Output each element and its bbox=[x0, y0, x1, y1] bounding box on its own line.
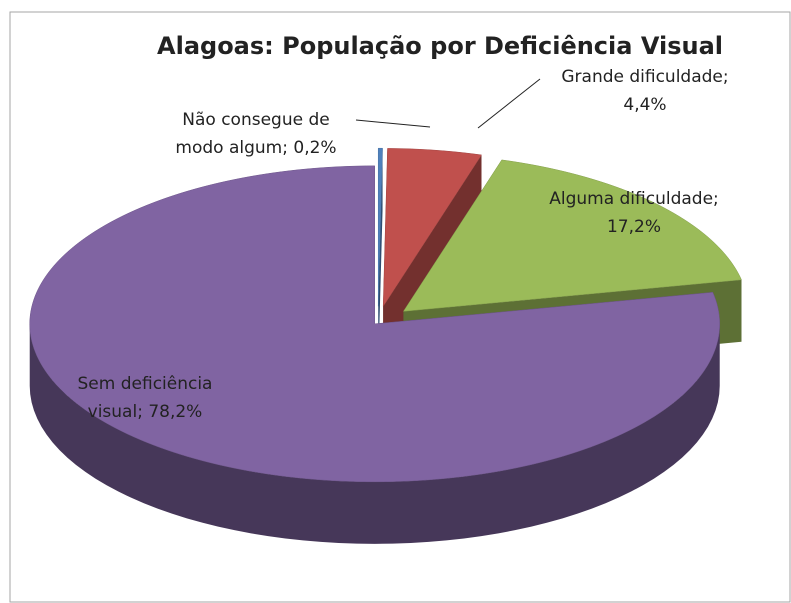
data-label-line: Grande dificuldade; bbox=[561, 67, 728, 87]
data-label: Não consegue de modo algum; 0,2% bbox=[175, 110, 336, 158]
slice bbox=[382, 148, 482, 308]
data-label-line: visual; 78,2% bbox=[88, 402, 203, 422]
data-label: Sem deficiência visual; 78,2% bbox=[78, 374, 213, 422]
leader-line bbox=[477, 78, 541, 129]
slice-wall bbox=[378, 148, 383, 369]
data-label-line: 4,4% bbox=[623, 95, 666, 115]
data-label-line: modo algum; 0,2% bbox=[175, 138, 336, 158]
data-label-line: Não consegue de bbox=[182, 110, 329, 130]
slice-side bbox=[29, 323, 720, 544]
data-label-line: 17,2% bbox=[607, 217, 661, 237]
data-label: Grande dificuldade; 4,4% bbox=[561, 67, 728, 115]
leader-line bbox=[355, 119, 431, 128]
data-label-line: Alguma dificuldade; bbox=[549, 189, 719, 209]
chart-title: Alagoas: População por Deficiência Visua… bbox=[157, 32, 723, 60]
slice bbox=[377, 147, 383, 307]
data-label: Alguma dificuldade; 17,2% bbox=[549, 189, 719, 237]
slice bbox=[29, 165, 720, 483]
slice bbox=[402, 159, 742, 312]
data-label-line: Sem deficiência bbox=[78, 374, 213, 394]
